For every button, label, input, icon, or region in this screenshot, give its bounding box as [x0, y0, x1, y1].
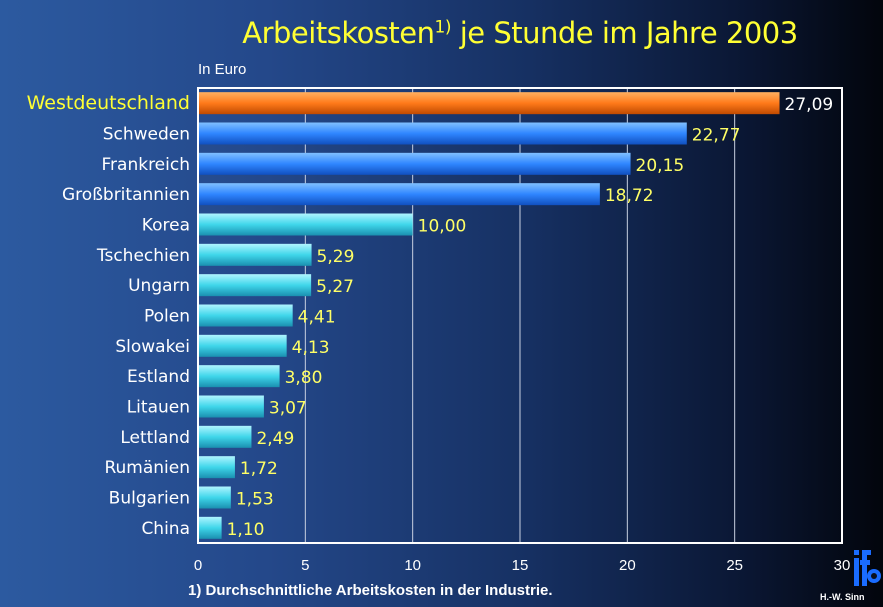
- bar: [199, 425, 252, 448]
- bar: [199, 334, 287, 357]
- x-tick-label: 20: [619, 557, 636, 574]
- value-label: 3,07: [269, 399, 307, 419]
- value-label: 3,80: [285, 368, 323, 388]
- ifo-logo: H.-W. Sinn: [818, 546, 882, 606]
- bar: [199, 486, 231, 509]
- value-label: 5,29: [317, 247, 355, 267]
- bar: [199, 92, 780, 115]
- category-label: Großbritannien: [62, 185, 190, 205]
- bar: [199, 122, 687, 145]
- value-label: 4,13: [292, 338, 330, 358]
- x-tick-label: 25: [726, 557, 743, 574]
- x-tick-label: 30: [834, 557, 851, 574]
- chart-title: Arbeitskosten1) je Stunde im Jahre 2003: [0, 16, 883, 50]
- title-rest: je Stunde im Jahre 2003: [459, 16, 799, 50]
- bar: [199, 243, 312, 266]
- value-label: 22,77: [692, 126, 741, 146]
- value-label: 2,49: [256, 429, 294, 449]
- value-label: 20,15: [636, 156, 685, 176]
- value-label: 5,27: [316, 277, 354, 297]
- bar: [199, 456, 235, 479]
- category-label: Rumänien: [104, 458, 190, 478]
- bar: [199, 213, 413, 236]
- category-label: Tschechien: [96, 246, 190, 266]
- value-label: 1,72: [240, 459, 278, 479]
- bar: [199, 183, 600, 206]
- x-tick-label: 10: [404, 557, 421, 574]
- category-label: Slowakei: [115, 337, 190, 357]
- value-label: 4,41: [298, 308, 336, 328]
- x-tick-label: 0: [194, 557, 202, 574]
- plot-frame: [197, 87, 843, 544]
- category-label: Korea: [142, 216, 190, 236]
- category-label: China: [141, 519, 190, 539]
- value-label: 10,00: [418, 217, 467, 237]
- bar: [199, 274, 312, 297]
- category-label: Lettland: [120, 428, 190, 448]
- bar: [199, 516, 222, 539]
- x-tick-label: 5: [301, 557, 309, 574]
- x-tick-label: 15: [512, 557, 529, 574]
- title-main: Arbeitskosten: [242, 16, 435, 50]
- bar: [199, 304, 293, 327]
- author-label: H.-W. Sinn: [820, 592, 865, 602]
- category-label: Schweden: [103, 125, 190, 145]
- category-label: Westdeutschland: [27, 92, 190, 114]
- value-label: 27,09: [785, 95, 834, 115]
- category-label: Polen: [144, 307, 190, 327]
- footnote: 1) Durchschnittliche Arbeitskosten in de…: [188, 582, 553, 599]
- category-label: Ungarn: [128, 276, 190, 296]
- ifo-logo-mark: [854, 550, 881, 586]
- bar: [199, 365, 280, 388]
- bar: [199, 395, 264, 418]
- category-label: Frankreich: [102, 155, 191, 175]
- category-label: Bulgarien: [109, 489, 190, 509]
- title-superscript: 1): [434, 17, 452, 38]
- value-label: 1,53: [236, 490, 274, 510]
- unit-label: In Euro: [198, 61, 247, 78]
- value-label: 18,72: [605, 186, 654, 206]
- bar: [199, 152, 631, 175]
- category-label: Litauen: [127, 398, 190, 418]
- category-label: Estland: [127, 367, 190, 387]
- value-label: 1,10: [227, 520, 265, 540]
